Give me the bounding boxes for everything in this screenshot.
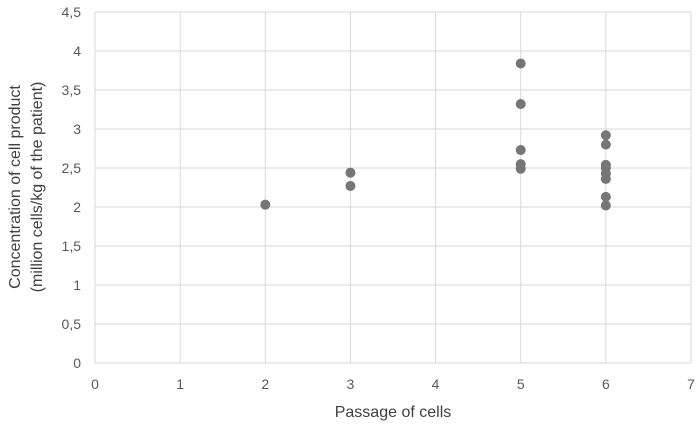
y-tick-label: 1	[73, 277, 81, 293]
y-tick-labels: 0 0,5 1 1,5 2 2,5 3 3,5 4 4,5	[62, 4, 82, 371]
y-tick-label: 1,5	[62, 238, 82, 254]
y-tick-label: 2,5	[62, 160, 82, 176]
data-point	[515, 99, 526, 110]
data-point	[515, 159, 526, 170]
x-tick-label: 5	[517, 376, 525, 392]
y-tick-label: 0,5	[62, 316, 82, 332]
data-point	[345, 167, 356, 178]
y-tick-label: 0	[73, 355, 81, 371]
data-points	[260, 58, 611, 211]
y-axis-title-line-2: (million cells/kg of the patient)	[29, 82, 46, 293]
data-point	[600, 130, 611, 141]
x-tick-label: 6	[602, 376, 610, 392]
data-point	[515, 58, 526, 69]
x-tick-label: 2	[261, 376, 269, 392]
y-axis-title-line-1: Concentration of cell product	[7, 85, 24, 289]
data-point	[345, 180, 356, 191]
y-tick-label: 4	[73, 43, 81, 59]
x-tick-label: 3	[347, 376, 355, 392]
y-tick-label: 4,5	[62, 4, 82, 20]
y-axis-title: Concentration of cell product (million c…	[7, 82, 46, 293]
gridlines	[94, 11, 692, 363]
y-tick-label: 3,5	[62, 82, 82, 98]
data-point	[600, 159, 611, 170]
data-point	[600, 191, 611, 202]
data-point	[515, 145, 526, 156]
data-point	[600, 200, 611, 211]
y-tick-label: 3	[73, 121, 81, 137]
x-tick-labels: 0 1 2 3 4 5 6 7	[91, 376, 695, 392]
x-tick-label: 1	[176, 376, 184, 392]
data-point	[260, 199, 271, 210]
x-tick-label: 7	[687, 376, 695, 392]
x-axis-title: Passage of cells	[335, 404, 452, 421]
x-tick-label: 0	[91, 376, 99, 392]
y-tick-label: 2	[73, 199, 81, 215]
data-point	[600, 139, 611, 150]
x-tick-label: 4	[432, 376, 440, 392]
